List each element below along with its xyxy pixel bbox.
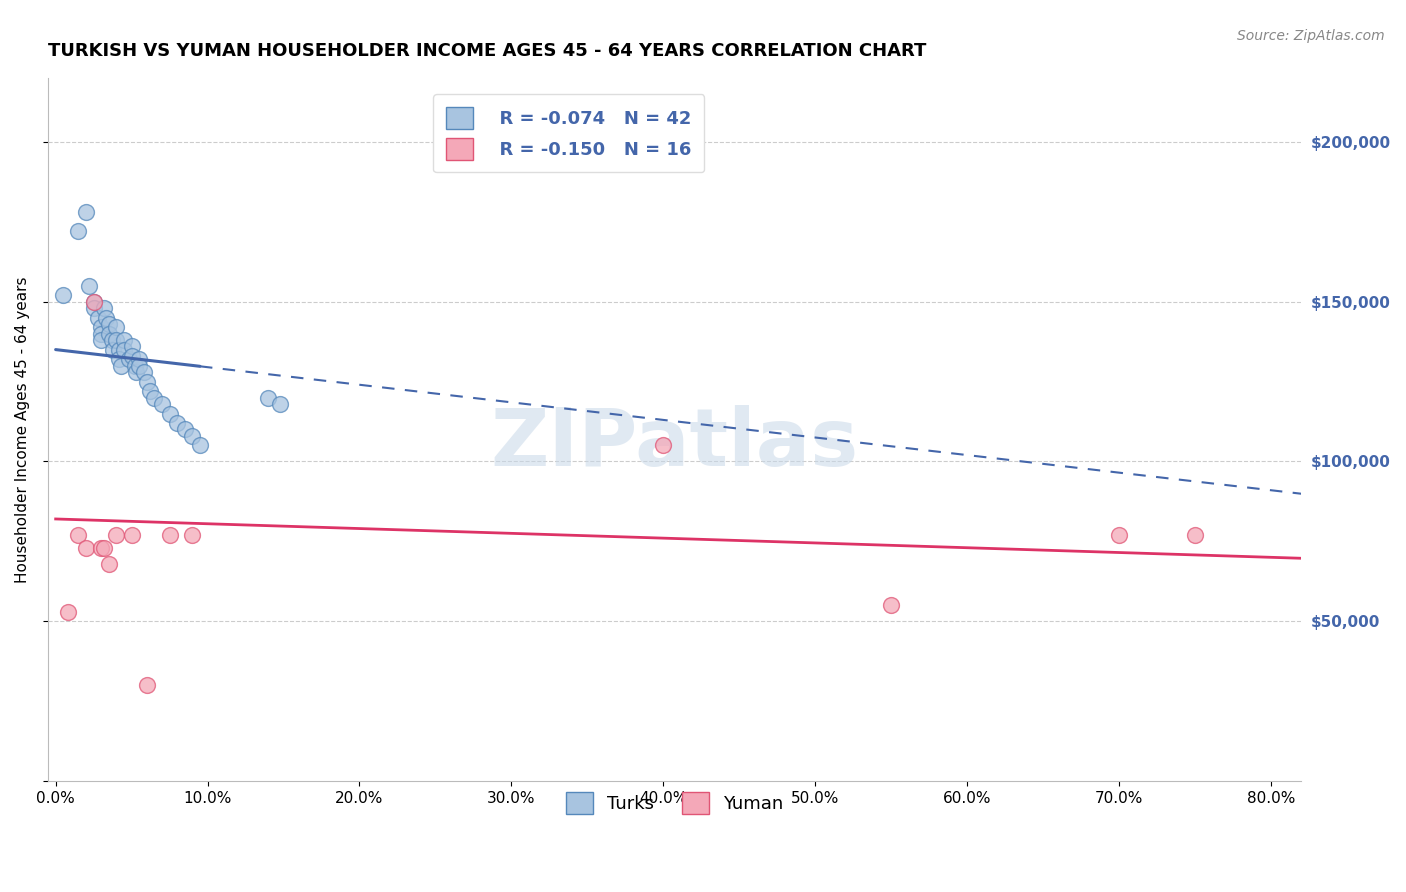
Point <box>103 343 125 357</box>
Text: Source: ZipAtlas.com: Source: ZipAtlas.com <box>1237 29 1385 43</box>
Point <box>112 343 135 357</box>
Point <box>181 429 204 443</box>
Point <box>135 375 157 389</box>
Point <box>652 438 675 452</box>
Text: TURKISH VS YUMAN HOUSEHOLDER INCOME AGES 45 - 64 YEARS CORRELATION CHART: TURKISH VS YUMAN HOUSEHOLDER INCOME AGES… <box>48 42 927 60</box>
Point <box>1108 528 1130 542</box>
Point <box>90 541 112 555</box>
Point <box>93 541 115 555</box>
Point <box>257 391 280 405</box>
Point <box>67 224 90 238</box>
Point <box>121 349 143 363</box>
Point <box>108 343 131 357</box>
Point <box>105 320 128 334</box>
Point <box>112 333 135 347</box>
Point <box>143 391 166 405</box>
Point <box>93 301 115 315</box>
Point <box>188 438 211 452</box>
Point <box>181 528 204 542</box>
Point <box>121 528 143 542</box>
Point <box>124 359 146 373</box>
Y-axis label: Householder Income Ages 45 - 64 years: Householder Income Ages 45 - 64 years <box>15 277 30 582</box>
Point <box>105 528 128 542</box>
Point <box>87 310 110 325</box>
Point <box>90 333 112 347</box>
Point <box>56 605 79 619</box>
Point <box>52 288 75 302</box>
Point <box>105 333 128 347</box>
Point <box>128 352 150 367</box>
Point <box>90 326 112 341</box>
Point <box>83 301 105 315</box>
Point <box>166 416 188 430</box>
Point <box>83 294 105 309</box>
Point <box>159 407 181 421</box>
Point <box>269 397 291 411</box>
Point <box>139 384 162 399</box>
Point <box>150 397 173 411</box>
Point <box>173 422 195 436</box>
Point <box>90 320 112 334</box>
Legend: Turks, Yuman: Turks, Yuman <box>555 781 794 825</box>
Point <box>97 326 120 341</box>
Point <box>97 317 120 331</box>
Point <box>135 678 157 692</box>
Point <box>83 294 105 309</box>
Point <box>75 541 97 555</box>
Point <box>110 359 132 373</box>
Point <box>125 365 148 379</box>
Point <box>880 599 903 613</box>
Point <box>75 205 97 219</box>
Point <box>159 528 181 542</box>
Point <box>128 359 150 373</box>
Point <box>77 278 100 293</box>
Point <box>117 352 139 367</box>
Point <box>94 310 117 325</box>
Point <box>1184 528 1206 542</box>
Point <box>121 339 143 353</box>
Point <box>97 557 120 571</box>
Point <box>101 333 124 347</box>
Point <box>132 365 155 379</box>
Point <box>67 528 90 542</box>
Point <box>108 352 131 367</box>
Text: ZIPatlas: ZIPatlas <box>491 405 859 483</box>
